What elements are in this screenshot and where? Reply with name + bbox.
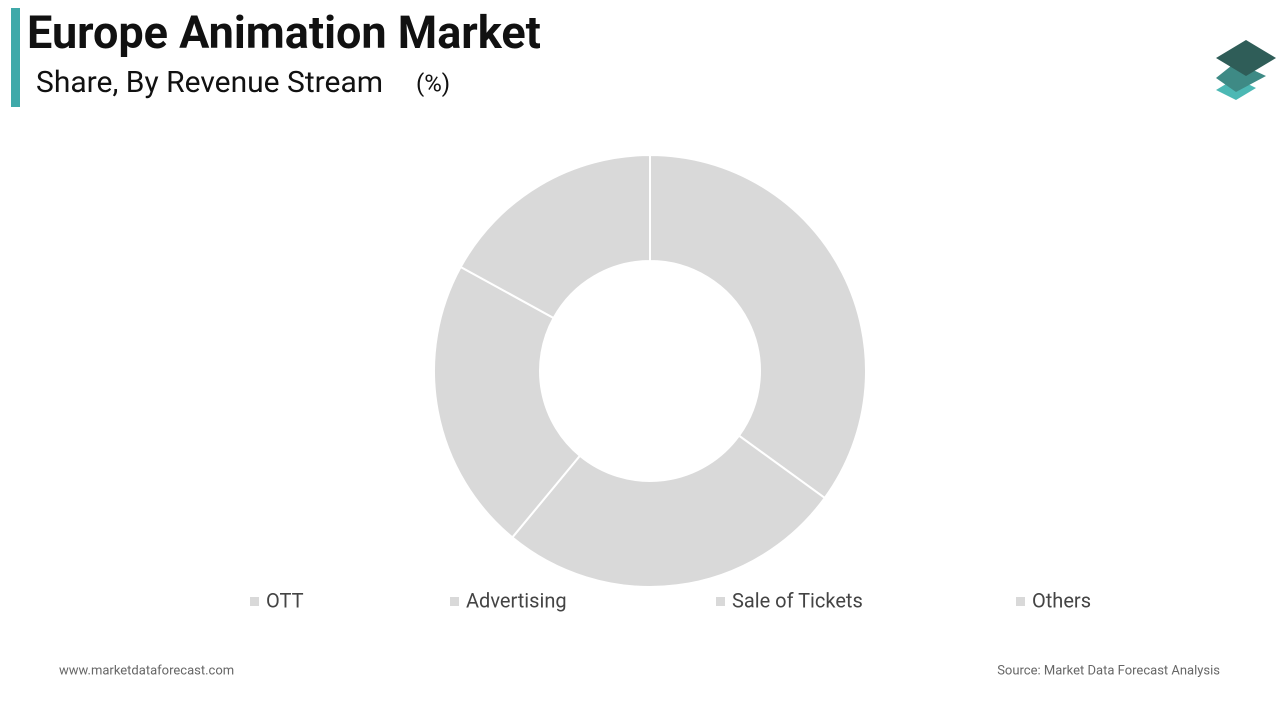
- source: Source: Market Data Forecast Analysis: [997, 663, 1220, 678]
- legend-label: Sale of Tickets: [732, 588, 863, 612]
- title-accent: [11, 8, 20, 107]
- donut-segment: [433, 265, 582, 539]
- donut-segment: [649, 153, 867, 500]
- legend-swatch: [250, 597, 259, 606]
- legend-label: Advertising: [466, 588, 567, 612]
- legend-swatch: [1016, 597, 1025, 606]
- chart-title: Europe Animation Market: [27, 6, 541, 59]
- donut-segment: [510, 434, 827, 588]
- unit: (%): [416, 69, 450, 97]
- legend-label: OTT: [266, 588, 304, 612]
- legend-label: Others: [1032, 588, 1091, 612]
- legend-swatch: [716, 597, 725, 606]
- donut: [433, 153, 867, 588]
- chart-subtitle: Share, By Revenue Stream: [36, 65, 383, 100]
- legend-swatch: [450, 597, 459, 606]
- logo: [1216, 40, 1276, 100]
- legend: OTT Advertising Sale of Tickets Others: [250, 588, 1091, 612]
- website: www.marketdataforecast.com: [59, 663, 234, 678]
- donut-segment: [459, 153, 651, 320]
